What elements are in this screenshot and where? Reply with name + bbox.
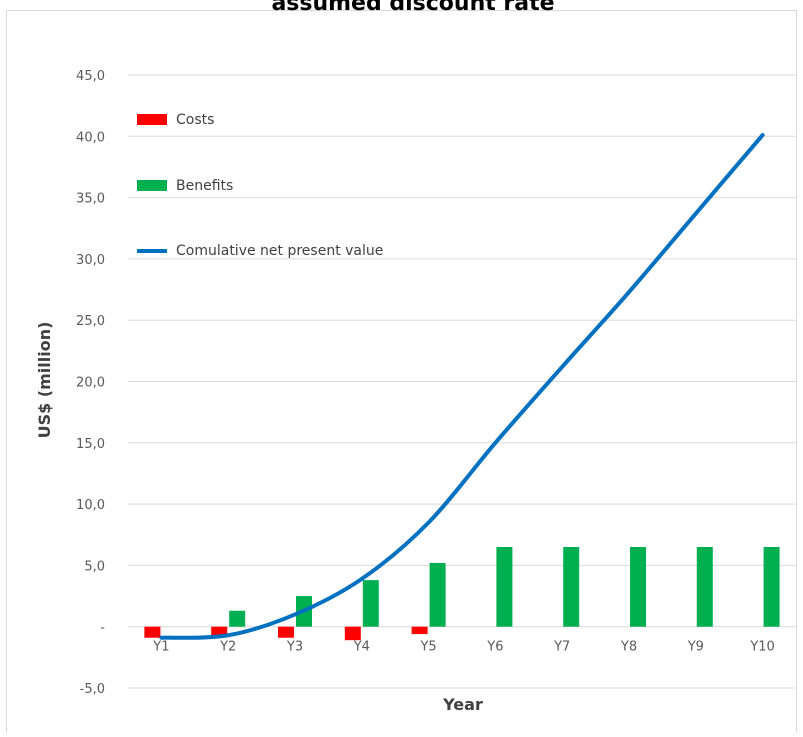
npv-line bbox=[161, 135, 762, 638]
y-tick-label: 40,0 bbox=[76, 130, 105, 145]
legend-benefits-swatch bbox=[137, 180, 167, 191]
y-tick-label: 20,0 bbox=[76, 376, 105, 391]
benefit-bar-y2 bbox=[229, 611, 245, 627]
legend: Costs Benefits Comulative net present valu… bbox=[137, 112, 383, 259]
x-tick-label-y5: Y5 bbox=[419, 640, 436, 655]
cost-bar-y1 bbox=[144, 627, 160, 638]
grid-lines bbox=[128, 75, 796, 688]
y-tick-label: 10,0 bbox=[76, 498, 105, 513]
x-tick-label-y2: Y2 bbox=[219, 640, 236, 655]
y-tick-label: 35,0 bbox=[76, 192, 105, 207]
benefit-bar-y4 bbox=[363, 580, 379, 627]
y-axis-title: US$ (million) bbox=[35, 322, 54, 439]
x-tick-label-y6: Y6 bbox=[486, 640, 503, 655]
y-tick-label: 30,0 bbox=[76, 253, 105, 268]
legend-costs-label: Costs bbox=[176, 112, 214, 128]
chart-border bbox=[7, 11, 797, 734]
y-tick-label: 45,0 bbox=[76, 69, 105, 84]
y-tick-label: 25,0 bbox=[76, 314, 105, 329]
y-tick-label: - bbox=[100, 621, 105, 636]
y-axis-tick-labels: -5,0-5,010,015,020,025,030,035,040,045,0 bbox=[76, 69, 105, 697]
x-tick-label-y1: Y1 bbox=[152, 640, 169, 655]
x-tick-label-y9: Y9 bbox=[687, 640, 704, 655]
line-series bbox=[161, 135, 762, 638]
legend-npv-label: Comulative net present value bbox=[176, 243, 383, 259]
chart-title: assumed discount rate bbox=[271, 0, 554, 16]
x-tick-label-y10: Y10 bbox=[749, 640, 774, 655]
x-axis-title: Year bbox=[442, 695, 483, 714]
benefit-bar-y9 bbox=[697, 547, 713, 627]
y-tick-label: 15,0 bbox=[76, 437, 105, 452]
x-tick-label-y7: Y7 bbox=[553, 640, 570, 655]
benefit-bar-y10 bbox=[764, 547, 780, 627]
benefit-bar-y6 bbox=[496, 547, 512, 627]
x-tick-label-y3: Y3 bbox=[286, 640, 303, 655]
legend-benefits-label: Benefits bbox=[176, 178, 233, 194]
benefit-bar-y5 bbox=[430, 563, 446, 627]
x-tick-label-y4: Y4 bbox=[353, 640, 370, 655]
x-axis-tick-labels: Y1 Y2 Y3 Y4 Y5 Y6 Y7 Y8 Y9 Y10 bbox=[152, 640, 775, 655]
y-tick-label: -5,0 bbox=[80, 682, 105, 697]
benefit-bar-y7 bbox=[563, 547, 579, 627]
cost-bar-y5 bbox=[412, 627, 428, 634]
y-tick-label: 5,0 bbox=[84, 559, 105, 574]
cost-bar-y4 bbox=[345, 627, 361, 640]
cost-bar-y3 bbox=[278, 627, 294, 638]
benefit-bar-y8 bbox=[630, 547, 646, 627]
x-tick-label-y8: Y8 bbox=[620, 640, 637, 655]
legend-costs-swatch bbox=[137, 114, 167, 125]
